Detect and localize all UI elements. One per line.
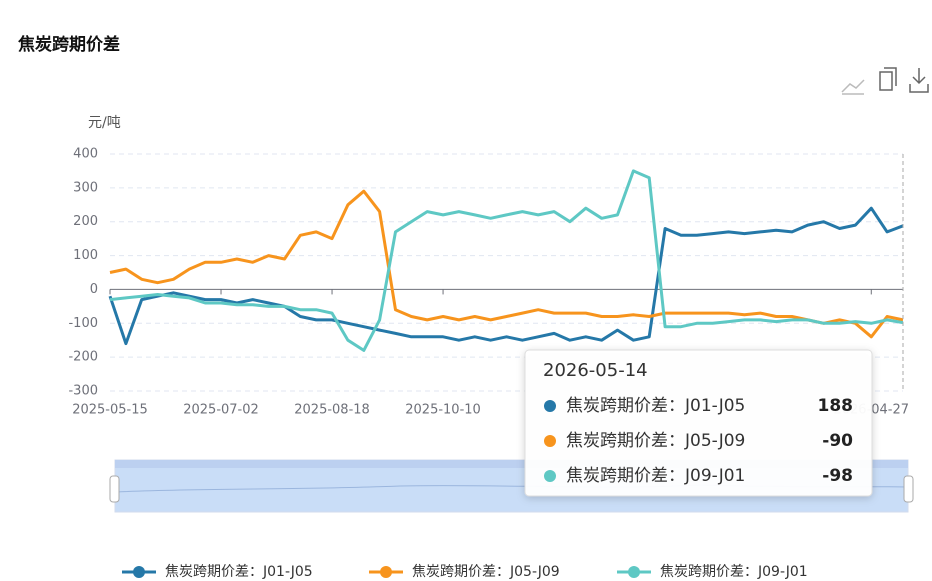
tooltip-date: 2026-05-14 xyxy=(543,360,648,381)
y-tick-label: 300 xyxy=(73,180,98,195)
download-icon[interactable] xyxy=(909,68,929,93)
x-tick-label: 2025-05-15 xyxy=(72,403,148,418)
series-line xyxy=(108,206,904,346)
tooltip-marker xyxy=(544,400,556,412)
tooltip-value: -90 xyxy=(822,431,853,451)
y-tick-label: 200 xyxy=(73,214,98,229)
series-line xyxy=(109,189,904,339)
y-tick-label: -100 xyxy=(68,316,98,331)
toolbox[interactable] xyxy=(841,67,929,95)
legend-marker[interactable] xyxy=(380,566,392,578)
y-tick-label: 400 xyxy=(73,147,98,162)
tooltip-value: 188 xyxy=(818,396,854,416)
series-line xyxy=(109,169,904,352)
legend-label[interactable]: 焦炭跨期价差：J09-J01 xyxy=(660,564,808,580)
zoom-handle[interactable] xyxy=(903,475,914,503)
tooltip-series-name: 焦炭跨期价差：J05-J09 xyxy=(566,431,745,451)
tooltip-box xyxy=(524,349,873,497)
zoom-bar[interactable] xyxy=(115,460,908,468)
tooltip-marker xyxy=(544,470,556,482)
legend-label[interactable]: 焦炭跨期价差：J05-J09 xyxy=(412,564,560,580)
y-tick-label: 0 xyxy=(90,282,98,297)
y-tick-label: 100 xyxy=(73,248,98,263)
zoom-handle[interactable] xyxy=(109,475,120,503)
legend: 焦炭跨期价差：J01-J05 焦炭跨期价差：J05-J09 焦炭跨期价差：J09-J… xyxy=(122,564,808,580)
legend-marker[interactable] xyxy=(133,566,145,578)
tooltip: 2026-05-14 焦炭跨期价差：J01-J05 188 焦炭跨期价差：J05-J… xyxy=(524,349,873,497)
tooltip-series-name: 焦炭跨期价差：J09-J01 xyxy=(566,466,745,486)
line-icon[interactable] xyxy=(841,79,865,95)
chart-title: 焦炭跨期价差 xyxy=(17,34,120,55)
legend-label[interactable]: 焦炭跨期价差：J01-J05 xyxy=(165,564,313,580)
tooltip-marker xyxy=(544,435,556,447)
tooltip-series-name: 焦炭跨期价差：J01-J05 xyxy=(566,396,745,416)
tooltip-value: -98 xyxy=(822,466,853,486)
legend-marker[interactable] xyxy=(628,566,640,578)
x-tick-label: 2025-10-10 xyxy=(405,403,481,418)
y-tick-label: -200 xyxy=(68,350,98,365)
x-tick-label: 2025-08-18 xyxy=(294,403,370,418)
copy-icon[interactable] xyxy=(879,67,897,91)
y-tick-label: -300 xyxy=(68,384,98,399)
x-tick-label: 2025-07-02 xyxy=(183,403,259,418)
y-axis-label: 元/吨 xyxy=(88,115,121,131)
